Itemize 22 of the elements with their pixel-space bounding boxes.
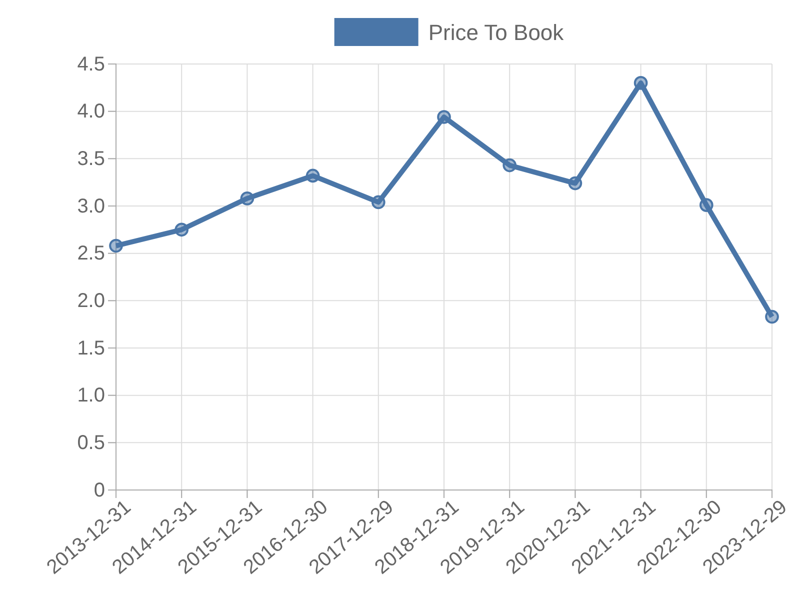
point [306,168,320,183]
y-tick-label: 2.0 [77,290,105,312]
legend-label: Price To Book [428,20,565,45]
point [371,195,386,210]
point [634,76,648,90]
point [174,222,189,237]
point [502,158,517,172]
y-tick-label: 4.5 [77,53,105,76]
point [109,238,123,253]
y-tick-label: 4.0 [77,100,105,123]
y-tick-label: 1.0 [77,384,105,407]
point [240,192,254,206]
y-tick-label: 1.5 [77,337,105,360]
y-tick-label: 0 [94,479,105,502]
y-tick-label: 2.5 [77,242,105,265]
point [437,110,451,124]
y-tick-label: 3.0 [77,195,105,218]
y-tick-label: 3.5 [77,148,105,170]
point [765,310,779,324]
point [568,176,582,190]
y-tick-label: 0.5 [77,432,105,454]
point [699,198,714,212]
